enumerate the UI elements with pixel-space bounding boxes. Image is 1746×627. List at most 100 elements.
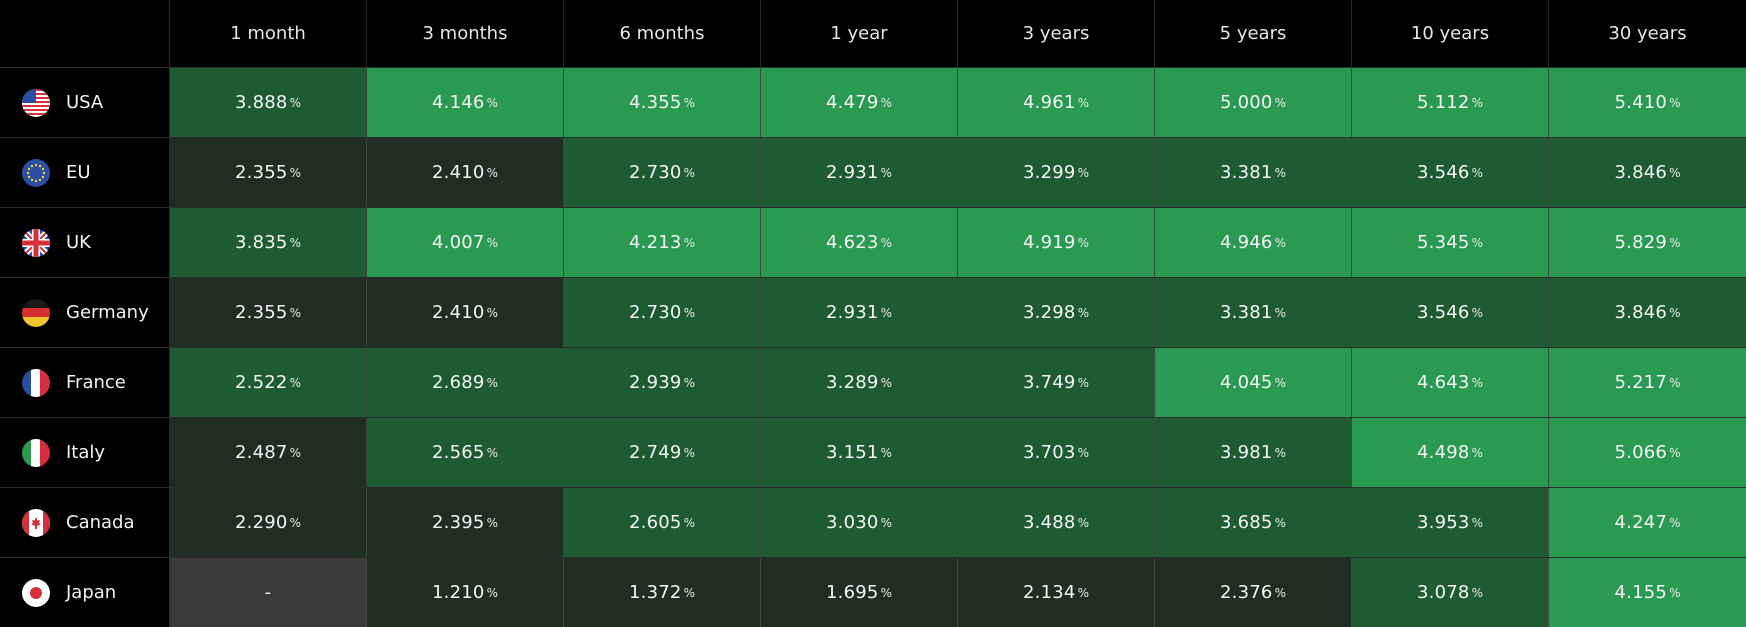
yield-cell-1-year[interactable]: 2.931% bbox=[761, 138, 958, 207]
row-label[interactable]: USA bbox=[0, 68, 170, 137]
yield-cell-1-month[interactable]: 2.522% bbox=[170, 348, 367, 417]
yield-cell-5-years[interactable]: 4.946% bbox=[1155, 208, 1352, 277]
yield-cell-30-years[interactable]: 5.410% bbox=[1549, 68, 1746, 137]
percent-sign: % bbox=[1274, 165, 1286, 180]
yield-cell-1-month[interactable]: 3.888% bbox=[170, 68, 367, 137]
yield-cell-10-years[interactable]: 3.078% bbox=[1352, 558, 1549, 627]
table-row-canada[interactable]: Canada 2.290% 2.395% 2.605% 3.030% 3.488% 3.68… bbox=[0, 488, 1746, 558]
yield-cell-3-months[interactable]: 2.565% bbox=[367, 418, 564, 487]
column-header-5-years[interactable]: 5 years bbox=[1155, 0, 1352, 67]
yield-cell-3-years[interactable]: 4.961% bbox=[958, 68, 1155, 137]
row-label[interactable]: Japan bbox=[0, 558, 170, 627]
eu-flag-icon bbox=[22, 158, 50, 187]
yield-value: 2.290 bbox=[235, 512, 288, 533]
yield-cell-10-years[interactable]: 3.546% bbox=[1352, 278, 1549, 347]
yield-cell-5-years[interactable]: 3.381% bbox=[1155, 278, 1352, 347]
table-row-germany[interactable]: Germany 2.355% 2.410% 2.730% 2.931% 3.298% 3.3… bbox=[0, 278, 1746, 348]
yield-cell-3-months[interactable]: 4.007% bbox=[367, 208, 564, 277]
table-row-italy[interactable]: Italy 2.487% 2.565% 2.749% 3.151% 3.703% 3.981… bbox=[0, 418, 1746, 488]
row-label[interactable]: EU bbox=[0, 138, 170, 207]
yield-value: 3.488 bbox=[1023, 512, 1076, 533]
yield-cell-3-months[interactable]: 2.689% bbox=[367, 348, 564, 417]
yield-cell-30-years[interactable]: 4.247% bbox=[1549, 488, 1746, 557]
yield-cell-1-year[interactable]: 3.030% bbox=[761, 488, 958, 557]
yield-cell-5-years[interactable]: 3.685% bbox=[1155, 488, 1352, 557]
yield-value: 3.546 bbox=[1417, 162, 1470, 183]
yield-cell-10-years[interactable]: 4.643% bbox=[1352, 348, 1549, 417]
yield-cell-1-month[interactable]: 2.487% bbox=[170, 418, 367, 487]
percent-sign: % bbox=[683, 445, 695, 460]
yield-cell-30-years[interactable]: 5.829% bbox=[1549, 208, 1746, 277]
row-label[interactable]: France bbox=[0, 348, 170, 417]
table-row-eu[interactable]: EU 2.355% 2.410% 2.730% 2.931% 3.299% 3.381% 3.… bbox=[0, 138, 1746, 208]
yield-cell-6-months[interactable]: 2.749% bbox=[564, 418, 761, 487]
table-row-uk[interactable]: UK 3.835% 4.007% 4.213% 4.623% 4.919% 4.946% 5.… bbox=[0, 208, 1746, 278]
yield-cell-5-years[interactable]: 5.000% bbox=[1155, 68, 1352, 137]
yield-cell-1-month[interactable]: 2.355% bbox=[170, 138, 367, 207]
yield-cell-10-years[interactable]: 5.345% bbox=[1352, 208, 1549, 277]
table-row-france[interactable]: France 2.522% 2.689% 2.939% 3.289% 3.749% 4.04… bbox=[0, 348, 1746, 418]
yield-cell-3-months[interactable]: 2.410% bbox=[367, 138, 564, 207]
yield-cell-5-years[interactable]: 4.045% bbox=[1155, 348, 1352, 417]
yield-cell-3-years[interactable]: 3.488% bbox=[958, 488, 1155, 557]
yield-cell-3-months[interactable]: 2.395% bbox=[367, 488, 564, 557]
yield-cell-1-month[interactable]: 3.835% bbox=[170, 208, 367, 277]
yield-cell-10-years[interactable]: 3.953% bbox=[1352, 488, 1549, 557]
yield-cell-30-years[interactable]: 4.155% bbox=[1549, 558, 1746, 627]
column-header-3-years[interactable]: 3 years bbox=[958, 0, 1155, 67]
yield-cell-3-years[interactable]: 4.919% bbox=[958, 208, 1155, 277]
yield-cell-1-month[interactable]: 2.355% bbox=[170, 278, 367, 347]
row-label[interactable]: Canada bbox=[0, 488, 170, 557]
yield-cell-10-years[interactable]: 3.546% bbox=[1352, 138, 1549, 207]
column-header-10-years[interactable]: 10 years bbox=[1352, 0, 1549, 67]
column-header-6-months[interactable]: 6 months bbox=[564, 0, 761, 67]
yield-cell-3-years[interactable]: 3.298% bbox=[958, 278, 1155, 347]
yield-cell-6-months[interactable]: 2.730% bbox=[564, 138, 761, 207]
yield-cell-30-years[interactable]: 5.066% bbox=[1549, 418, 1746, 487]
yield-cell-5-years[interactable]: 3.981% bbox=[1155, 418, 1352, 487]
yield-cell-10-years[interactable]: 4.498% bbox=[1352, 418, 1549, 487]
yield-cell-3-years[interactable]: 3.703% bbox=[958, 418, 1155, 487]
yield-cell-30-years[interactable]: 3.846% bbox=[1549, 278, 1746, 347]
yield-cell-3-months[interactable]: 4.146% bbox=[367, 68, 564, 137]
row-label[interactable]: Italy bbox=[0, 418, 170, 487]
percent-sign: % bbox=[1471, 445, 1483, 460]
yield-cell-1-year[interactable]: 4.623% bbox=[761, 208, 958, 277]
yield-cell-6-months[interactable]: 2.730% bbox=[564, 278, 761, 347]
yield-cell-1-year[interactable]: 1.695% bbox=[761, 558, 958, 627]
yield-cell-1-month[interactable]: 2.290% bbox=[170, 488, 367, 557]
yield-value: 3.846 bbox=[1614, 302, 1668, 323]
yield-cell-1-year[interactable]: 3.289% bbox=[761, 348, 958, 417]
yield-value: 4.146 bbox=[432, 92, 485, 113]
yield-cell-3-years[interactable]: 3.299% bbox=[958, 138, 1155, 207]
yield-cell-3-months[interactable]: 1.210% bbox=[367, 558, 564, 627]
yield-cell-1-year[interactable]: 4.479% bbox=[761, 68, 958, 137]
yield-cell-5-years[interactable]: 2.376% bbox=[1155, 558, 1352, 627]
yield-cell-6-months[interactable]: 4.355% bbox=[564, 68, 761, 137]
yield-cell-30-years[interactable]: 5.217% bbox=[1549, 348, 1746, 417]
yield-cell-3-years[interactable]: 2.134% bbox=[958, 558, 1155, 627]
row-label[interactable]: Germany bbox=[0, 278, 170, 347]
yield-cell-6-months[interactable]: 1.372% bbox=[564, 558, 761, 627]
yield-cell-6-months[interactable]: 2.939% bbox=[564, 348, 761, 417]
yield-cell-6-months[interactable]: 2.605% bbox=[564, 488, 761, 557]
percent-sign: % bbox=[683, 95, 695, 110]
yield-cell-1-year[interactable]: 2.931% bbox=[761, 278, 958, 347]
column-header-1-month[interactable]: 1 month bbox=[170, 0, 367, 67]
row-label[interactable]: UK bbox=[0, 208, 170, 277]
yield-cell-3-years[interactable]: 3.749% bbox=[958, 348, 1155, 417]
percent-sign: % bbox=[683, 305, 695, 320]
table-row-japan[interactable]: Japan -1.210% 1.372% 1.695% 2.134% 2.376% 3.07… bbox=[0, 558, 1746, 627]
yield-cell-10-years[interactable]: 5.112% bbox=[1352, 68, 1549, 137]
yield-cell-1-year[interactable]: 3.151% bbox=[761, 418, 958, 487]
table-row-usa[interactable]: USA 3.888% 4.146% 4.355% 4.479% 4.961% 5.000% 5… bbox=[0, 68, 1746, 138]
yield-cell-1-month[interactable]: - bbox=[170, 558, 367, 627]
yield-cell-3-months[interactable]: 2.410% bbox=[367, 278, 564, 347]
column-header-3-months[interactable]: 3 months bbox=[367, 0, 564, 67]
column-header-1-year[interactable]: 1 year bbox=[761, 0, 958, 67]
yield-cell-30-years[interactable]: 3.846% bbox=[1549, 138, 1746, 207]
yield-cell-5-years[interactable]: 3.381% bbox=[1155, 138, 1352, 207]
yield-value: 2.689 bbox=[432, 372, 485, 393]
column-header-30-years[interactable]: 30 years bbox=[1549, 0, 1746, 67]
yield-cell-6-months[interactable]: 4.213% bbox=[564, 208, 761, 277]
